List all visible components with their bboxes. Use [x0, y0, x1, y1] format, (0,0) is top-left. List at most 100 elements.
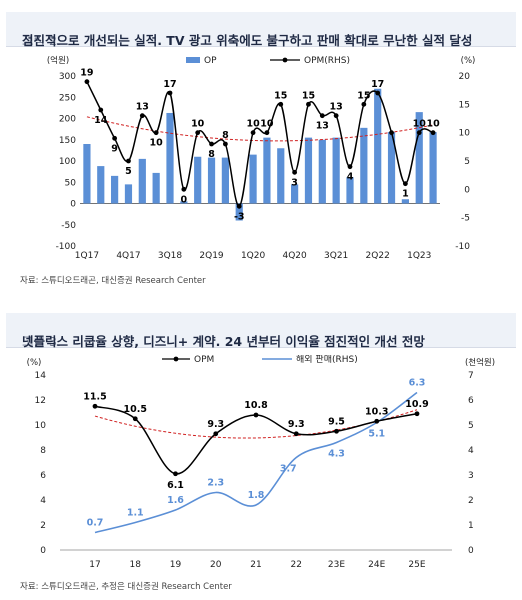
- left-tick-label: -50: [61, 221, 76, 231]
- opm-point: [139, 113, 145, 119]
- left-tick-label: 150: [59, 136, 76, 146]
- right-tick-label: 4: [468, 446, 474, 456]
- left-tick-label: 12: [35, 396, 46, 406]
- left-tick-label: 14: [35, 371, 47, 381]
- x-tick-label: 24E: [368, 560, 385, 570]
- figure-3-title-bar: 그림 3. 넷플릭스 리쿱율 상향, 디즈니+ 계약. 24 년부터 이익율 점진…: [6, 313, 516, 349]
- opm-data-label: 9.3: [207, 419, 224, 430]
- right-axis-unit: (천억원): [465, 357, 495, 368]
- figure-3-source: 자료: 스튜디오드래곤, 추정은 대신증권 Research Center: [20, 582, 232, 592]
- right-tick-label: 20: [459, 72, 471, 82]
- left-axis-unit: (%): [27, 358, 42, 368]
- opm-data-label: 13: [330, 102, 343, 113]
- x-tick-label: 3Q18: [158, 251, 183, 261]
- opm-data-label: 13: [316, 121, 329, 132]
- op-bar: [138, 158, 146, 204]
- op-bar: [249, 154, 257, 204]
- op-bar: [97, 166, 105, 204]
- opm-data-label: 10.8: [244, 400, 268, 411]
- legend-overseas-label: 해외 판매(RHS): [296, 355, 358, 365]
- right-tick-label: 3: [468, 471, 474, 481]
- opm-point: [361, 101, 367, 107]
- opm-data-label: 9.3: [288, 419, 305, 430]
- opm-data-label: 4: [347, 172, 354, 183]
- opm-point: [222, 141, 228, 147]
- x-tick-label: 4Q20: [282, 251, 307, 261]
- opm-point: [181, 186, 187, 192]
- opm-data-label: 14: [94, 115, 108, 126]
- op-bar: [194, 156, 202, 204]
- opm-data-label: 10.5: [124, 404, 147, 415]
- op-bar: [263, 137, 271, 204]
- opm-data-label: 3: [291, 177, 298, 188]
- right-tick-label: 10: [459, 129, 471, 139]
- x-tick-label: 3Q21: [324, 251, 348, 261]
- opm-data-label: 8: [208, 149, 215, 160]
- right-tick-label: -10: [455, 242, 470, 252]
- opm-point: [416, 130, 422, 136]
- opm-point: [402, 181, 408, 187]
- legend-opm-label: OPM(RHS): [304, 56, 350, 66]
- x-tick-label: 2Q19: [199, 251, 224, 261]
- left-axis-unit: (억원): [47, 55, 69, 66]
- overseas-sales-data-label: 6.3: [409, 378, 426, 389]
- opm-data-label: 15: [357, 90, 370, 101]
- x-tick-label: 18: [130, 560, 142, 570]
- right-tick-label: -5: [461, 214, 470, 224]
- opm-point: [209, 141, 214, 147]
- figure-2-title-bar: 그림 2. 점진적으로 개선되는 실적. TV 광고 위축에도 불구하고 판매 확…: [6, 12, 516, 48]
- opm-data-label: 9.5: [328, 416, 345, 427]
- opm-point: [293, 431, 299, 437]
- opm-data-label: 10: [260, 119, 274, 130]
- opm-data-label: 10: [413, 119, 427, 130]
- overseas-sales-data-label: 3.7: [280, 464, 297, 475]
- figure-2-label: 그림 2.: [22, 33, 61, 48]
- opm-point: [84, 79, 90, 85]
- opm-data-label: 8: [222, 130, 229, 141]
- opm-point: [167, 90, 173, 96]
- right-tick-label: 5: [468, 421, 474, 431]
- op-bar: [124, 184, 133, 204]
- opm-data-label: 15: [274, 90, 287, 101]
- overseas-sales-data-label: 1.1: [127, 508, 144, 519]
- op-bar: [83, 144, 91, 204]
- opm-point: [389, 130, 394, 136]
- left-tick-label: 2: [40, 521, 46, 531]
- x-tick-label: 19: [170, 560, 182, 570]
- op-bar: [374, 88, 382, 204]
- op-bar: [291, 184, 299, 204]
- opm-point: [98, 107, 104, 113]
- op-bar: [415, 112, 423, 204]
- opm-point: [334, 428, 339, 434]
- right-axis-unit: (%): [461, 56, 476, 66]
- opm-point: [253, 412, 259, 418]
- op-bar: [387, 132, 396, 204]
- opm-data-label: 15: [302, 90, 315, 101]
- left-tick-label: 0: [40, 546, 46, 556]
- op-bar: [221, 157, 229, 204]
- opm-data-label: 5: [125, 166, 132, 177]
- overseas-sales-data-label: 1.6: [167, 495, 184, 506]
- opm-data-label: 10: [246, 119, 260, 130]
- opm-point: [126, 158, 131, 164]
- opm-point: [213, 431, 219, 437]
- opm-point: [112, 135, 118, 141]
- op-bar: [304, 137, 313, 204]
- opm-point: [92, 403, 98, 409]
- left-tick-label: 4: [40, 496, 46, 506]
- opm-data-label: 11.5: [83, 391, 106, 402]
- opm-data-label: 6.1: [167, 480, 184, 491]
- op-bar: [180, 201, 188, 204]
- opm-point: [374, 418, 380, 424]
- legend-opm-marker: [282, 57, 288, 63]
- left-tick-label: 50: [65, 178, 77, 188]
- figure-2-chart: (억원) (%)300250200150100500-50-10020151050…: [47, 55, 476, 261]
- opm-point: [195, 130, 201, 136]
- opm-data-label: 10.9: [405, 399, 428, 410]
- opm-point: [430, 130, 436, 136]
- opm-point: [319, 113, 325, 119]
- opm-point: [333, 113, 339, 119]
- overseas-sales-data-label: 0.7: [87, 518, 104, 529]
- op-bar: [235, 203, 243, 221]
